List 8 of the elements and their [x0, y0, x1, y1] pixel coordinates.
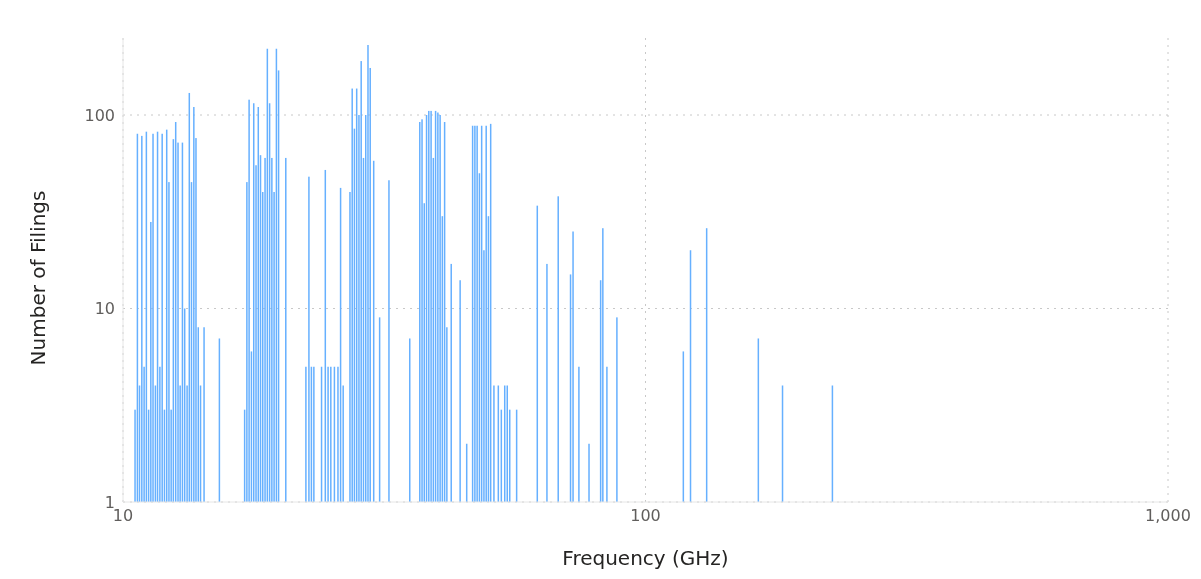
y-tick-label: 1 [104, 492, 115, 512]
y-tick-label: 100 [84, 105, 115, 125]
x-tick-label: 100 [630, 506, 661, 526]
x-tick-label: 1,000 [1145, 506, 1191, 526]
x-tick-label: 10 [112, 506, 134, 526]
x-axis-title: Frequency (GHz) [561, 546, 730, 570]
y-tick-label: 10 [94, 299, 115, 319]
y-axis-title: Number of Filings [26, 190, 50, 366]
